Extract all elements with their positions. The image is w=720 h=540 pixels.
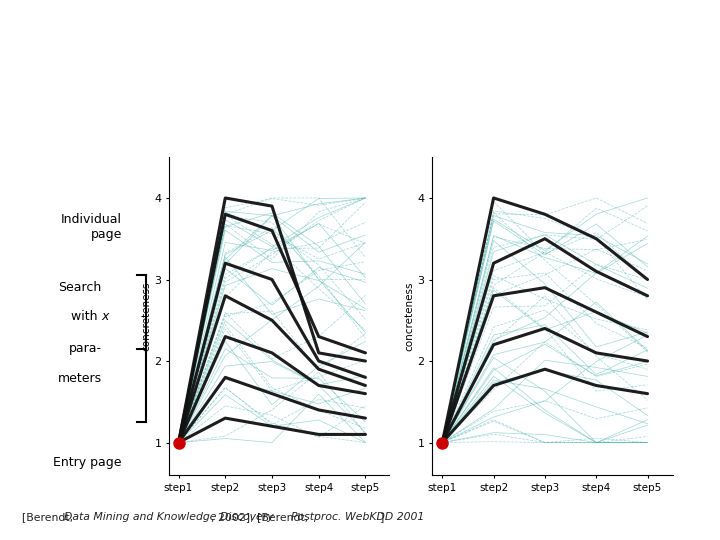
Text: Communication – Visual data mining: Communication – Visual data mining bbox=[13, 18, 440, 38]
Text: Search: Search bbox=[58, 281, 102, 294]
Text: Individual
page: Individual page bbox=[60, 213, 122, 240]
Text: 27: 27 bbox=[688, 8, 707, 22]
Text: location: location bbox=[301, 133, 364, 147]
Text: Postproc. WebKDD 2001: Postproc. WebKDD 2001 bbox=[291, 512, 424, 522]
Text: , 2002], [Berendt,: , 2002], [Berendt, bbox=[211, 512, 312, 522]
Y-axis label: concreteness: concreteness bbox=[142, 281, 152, 351]
Text: [Berendt,: [Berendt, bbox=[22, 512, 76, 522]
Text: ]: ] bbox=[379, 512, 384, 522]
Text: with: with bbox=[71, 310, 102, 323]
Text: Entry page: Entry page bbox=[53, 456, 122, 469]
Text: Data Mining and Knowledge Discovery: Data Mining and Knowledge Discovery bbox=[63, 512, 274, 522]
Text: Search criterion: Search criterion bbox=[502, 133, 632, 147]
Text: para-: para- bbox=[68, 342, 102, 355]
Text: Step 5 – Example: Step 5 – Example bbox=[23, 56, 157, 70]
Y-axis label: concreteness: concreteness bbox=[405, 281, 415, 351]
Text: Search criterion: Search criterion bbox=[246, 133, 377, 147]
Text: meters: meters bbox=[58, 373, 102, 386]
Text: x: x bbox=[102, 310, 109, 323]
Text: textual property: textual property bbox=[562, 133, 690, 147]
